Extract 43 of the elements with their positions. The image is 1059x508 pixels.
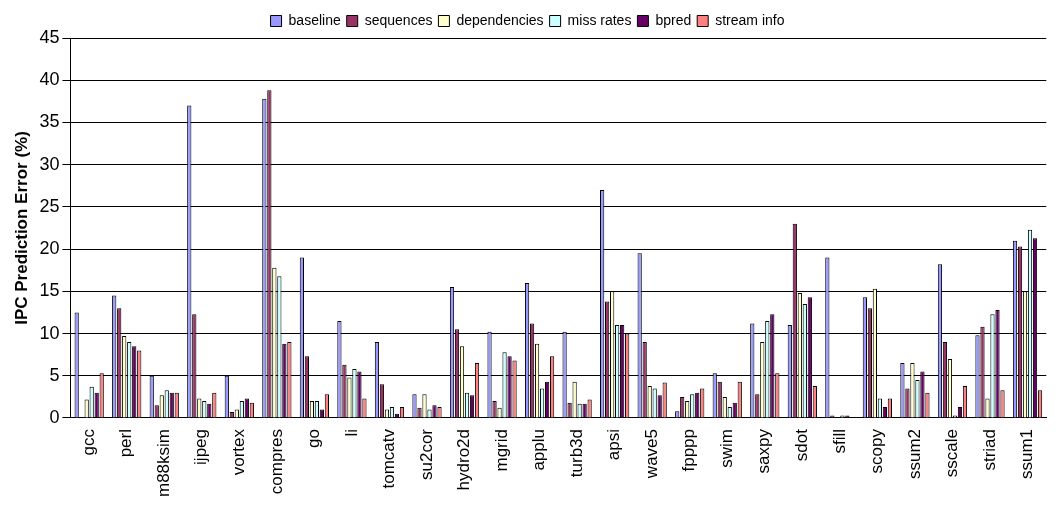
x-tick-label: sdot (792, 428, 812, 462)
x-tick-label: hydro2d (454, 428, 474, 491)
y-tick-label: 5 (49, 364, 60, 385)
legend-label: bpred (655, 11, 692, 28)
y-tick-label: 0 (49, 406, 60, 427)
x-tick-label: fpppp (679, 428, 699, 472)
y-tick-label: 45 (39, 26, 60, 47)
legend-label: sequences (364, 11, 433, 28)
y-tick-label: 10 (39, 322, 60, 343)
legend-label: baseline (288, 11, 341, 28)
x-tick-label: go (304, 428, 324, 448)
y-tick-label: 20 (39, 238, 60, 259)
x-tick-label: li (341, 428, 361, 437)
x-tick-label: apsi (604, 428, 624, 461)
x-tick-label: applu (529, 428, 549, 471)
y-tick-label: 15 (39, 280, 60, 301)
x-tick-label: tomcatv (379, 428, 399, 489)
x-tick-label: mgrid (491, 428, 511, 472)
x-tick-label: scopy (867, 428, 887, 474)
x-tick-label: ssum1 (1017, 428, 1037, 480)
x-tick-label: ssum2 (904, 428, 924, 480)
x-tick-label: vortex (229, 428, 249, 476)
x-tick-label: perl (116, 428, 136, 458)
x-tick-label: compres (266, 428, 286, 495)
y-axis-title: IPC Prediction Error (%) (11, 131, 31, 325)
y-tick-label: 30 (39, 153, 60, 174)
legend-label: stream info (715, 11, 785, 28)
x-tick-label: turb3d (566, 428, 586, 478)
y-tick-label: 40 (39, 69, 60, 90)
legend-label: dependencies (456, 11, 544, 28)
x-tick-label: sscale (942, 428, 962, 478)
y-tick-label: 25 (39, 195, 60, 216)
x-tick-label: striad (979, 428, 999, 471)
x-tick-label: swim (716, 428, 736, 468)
x-tick-label: ijpeg (191, 428, 211, 465)
x-tick-label: m88ksim (153, 428, 173, 498)
x-tick-label: su2cor (416, 428, 436, 481)
y-tick-label: 35 (39, 111, 60, 132)
x-tick-label: saxpy (754, 428, 774, 474)
legend-label: miss rates (567, 11, 632, 28)
x-tick-label: wave5 (641, 428, 661, 480)
x-tick-label: gcc (78, 428, 98, 456)
x-tick-label: sfill (829, 428, 849, 454)
